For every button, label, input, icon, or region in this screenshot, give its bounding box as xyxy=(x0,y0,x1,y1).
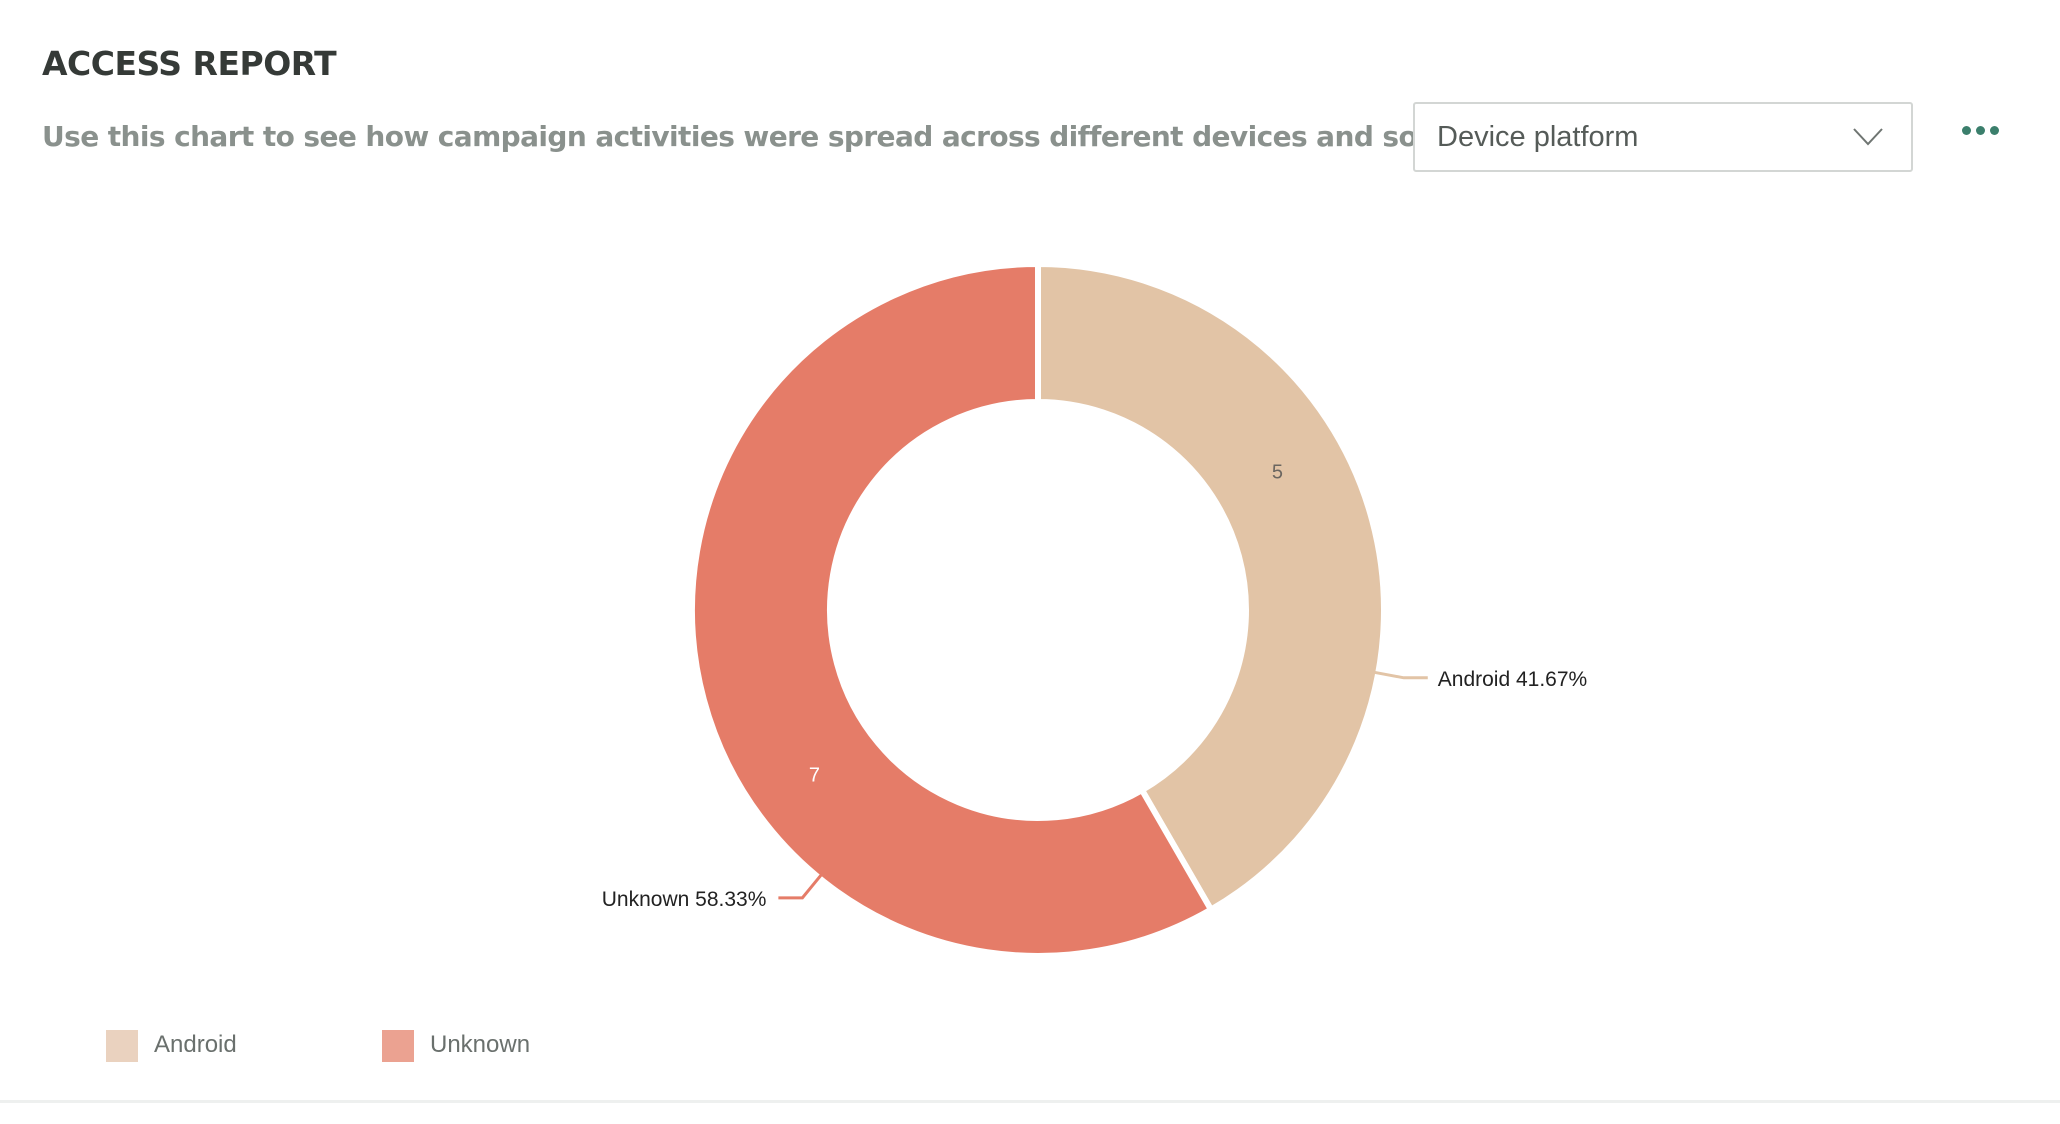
dimension-select-value: Device platform xyxy=(1437,121,1639,153)
leader-line xyxy=(778,873,823,900)
chart-description: Use this chart to see how campaign activ… xyxy=(42,120,1527,153)
more-horizontal-icon xyxy=(1962,126,1971,135)
dimension-select[interactable]: Device platform xyxy=(1413,102,1913,172)
slice-label-unknown: Unknown 58.33% xyxy=(602,888,767,911)
slice-android[interactable] xyxy=(1035,261,1387,913)
slice-value-label: 7 xyxy=(809,765,820,787)
chevron-down-icon xyxy=(1853,128,1883,146)
more-menu-button[interactable] xyxy=(1962,124,2002,138)
slice-label-android: Android 41.67% xyxy=(1438,668,1587,691)
legend-label: Android xyxy=(154,1031,237,1058)
more-dot xyxy=(1976,126,1985,135)
page-title: ACCESS REPORT xyxy=(42,44,337,83)
bottom-divider xyxy=(0,1100,2060,1103)
more-dot xyxy=(1990,126,1999,135)
slice-value-label: 5 xyxy=(1272,462,1283,484)
legend-label: Unknown xyxy=(430,1031,531,1058)
slice-unknown[interactable] xyxy=(689,261,1214,959)
legend-swatch xyxy=(106,1030,138,1062)
leader-line xyxy=(1373,670,1428,680)
legend-swatch xyxy=(382,1030,414,1062)
